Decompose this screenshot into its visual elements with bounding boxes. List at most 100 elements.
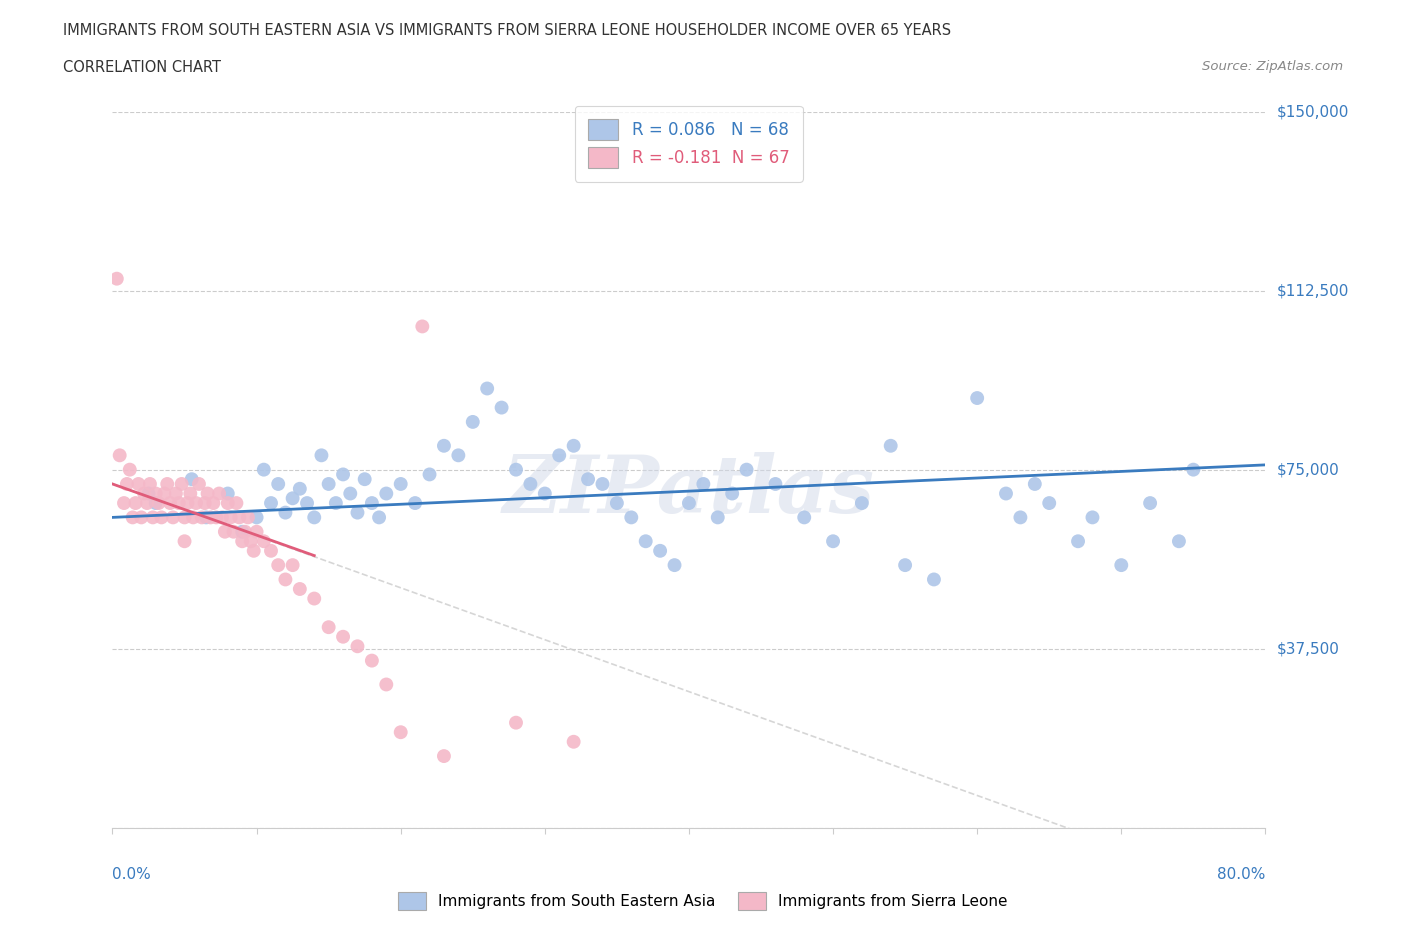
Point — [181, 510, 204, 525]
Point — [433, 438, 456, 453]
Point — [145, 486, 167, 501]
Point — [233, 525, 256, 539]
Point — [1038, 496, 1060, 511]
Point — [332, 630, 354, 644]
Point — [176, 496, 198, 511]
Point — [650, 543, 672, 558]
Point — [368, 510, 391, 525]
Point — [260, 496, 283, 511]
Point — [202, 496, 225, 511]
Point — [194, 496, 217, 511]
Point — [105, 272, 128, 286]
Point — [375, 486, 398, 501]
Point — [145, 496, 167, 511]
Point — [346, 639, 368, 654]
Point — [170, 476, 193, 491]
Point — [184, 496, 207, 511]
Point — [118, 462, 141, 477]
Point — [404, 496, 426, 511]
Text: $112,500: $112,500 — [1277, 283, 1350, 299]
Point — [139, 476, 162, 491]
Point — [375, 677, 398, 692]
Point — [311, 448, 333, 463]
Text: IMMIGRANTS FROM SOUTH EASTERN ASIA VS IMMIGRANTS FROM SIERRA LEONE HOUSEHOLDER I: IMMIGRANTS FROM SOUTH EASTERN ASIA VS IM… — [63, 23, 952, 38]
Point — [274, 505, 297, 520]
Point — [142, 510, 165, 525]
Point — [821, 534, 844, 549]
Point — [267, 558, 290, 573]
Point — [167, 496, 190, 511]
Point — [129, 510, 153, 525]
Point — [195, 510, 218, 525]
Text: 0.0%: 0.0% — [112, 867, 152, 882]
Text: ZIPatlas: ZIPatlas — [503, 452, 875, 530]
Point — [793, 510, 815, 525]
Point — [288, 482, 311, 497]
Text: $150,000: $150,000 — [1277, 104, 1350, 119]
Text: CORRELATION CHART: CORRELATION CHART — [63, 60, 221, 75]
Point — [281, 491, 304, 506]
Point — [620, 510, 643, 525]
Legend: Immigrants from South Eastern Asia, Immigrants from Sierra Leone: Immigrants from South Eastern Asia, Immi… — [391, 884, 1015, 918]
Point — [211, 510, 233, 525]
Point — [634, 534, 657, 549]
Point — [1111, 558, 1133, 573]
Point — [339, 486, 361, 501]
Point — [253, 462, 276, 477]
Point — [419, 467, 441, 482]
Point — [1081, 510, 1104, 525]
Point — [288, 581, 311, 596]
Point — [231, 534, 253, 549]
Point — [246, 510, 269, 525]
Point — [281, 558, 304, 573]
Point — [217, 486, 239, 501]
Point — [461, 415, 484, 430]
Point — [108, 448, 131, 463]
Point — [180, 472, 202, 486]
Point — [692, 476, 714, 491]
Point — [389, 476, 412, 491]
Point — [534, 486, 557, 501]
Point — [1010, 510, 1032, 525]
Point — [318, 619, 340, 634]
Point — [332, 467, 354, 482]
Point — [505, 715, 527, 730]
Point — [165, 486, 187, 501]
Point — [1168, 534, 1191, 549]
Point — [851, 496, 873, 511]
Text: Source: ZipAtlas.com: Source: ZipAtlas.com — [1202, 60, 1343, 73]
Point — [433, 749, 456, 764]
Point — [491, 400, 513, 415]
Point — [153, 486, 176, 501]
Point — [115, 476, 138, 491]
Point — [228, 510, 250, 525]
Point — [765, 476, 787, 491]
Point — [1067, 534, 1090, 549]
Point — [447, 448, 470, 463]
Point — [121, 510, 143, 525]
Point — [127, 476, 149, 491]
Point — [411, 319, 433, 334]
Point — [894, 558, 917, 573]
Text: $37,500: $37,500 — [1277, 641, 1340, 657]
Point — [295, 496, 318, 511]
Point — [274, 572, 297, 587]
Point — [606, 496, 628, 511]
Point — [880, 438, 903, 453]
Point — [246, 525, 269, 539]
Point — [353, 472, 375, 486]
Point — [304, 510, 326, 525]
Point — [179, 486, 201, 501]
Point — [664, 558, 686, 573]
Point — [562, 735, 585, 750]
Point — [361, 653, 384, 668]
Point — [138, 486, 160, 501]
Point — [1024, 476, 1046, 491]
Point — [389, 724, 412, 739]
Point — [159, 496, 181, 511]
Point — [678, 496, 700, 511]
Point — [361, 496, 384, 511]
Point — [200, 510, 222, 525]
Point — [148, 496, 170, 511]
Point — [592, 476, 614, 491]
